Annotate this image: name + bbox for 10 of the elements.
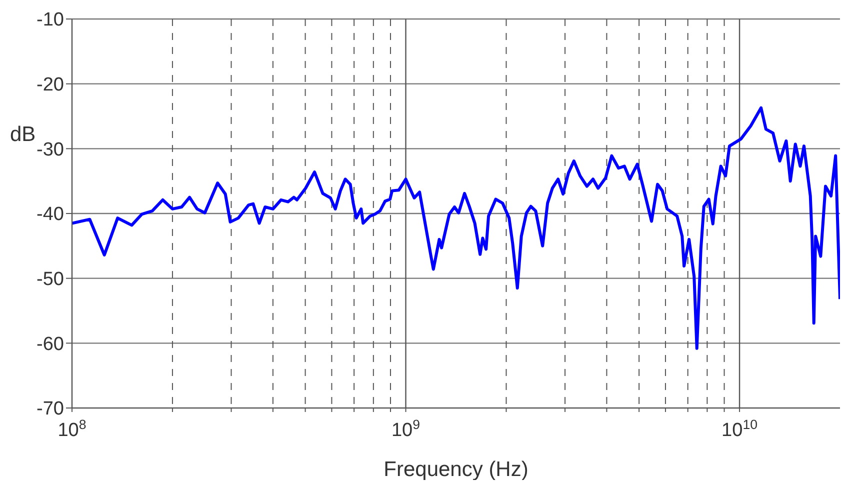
y-tick-label: -40 (36, 204, 64, 226)
x-tick-label: 10$^{10}$ (722, 416, 758, 441)
x-tick-label: 10$^{9}$ (391, 416, 420, 441)
y-tick-label: -30 (36, 139, 64, 160)
y-tick-label: -60 (36, 334, 64, 355)
y-tick-label: -20 (36, 74, 64, 96)
y-axis-title: dB (10, 122, 36, 146)
y-tick-label: -50 (36, 269, 64, 290)
y-tick-label: -10 (36, 10, 64, 31)
x-axis-title: Frequency (Hz) (384, 458, 528, 481)
